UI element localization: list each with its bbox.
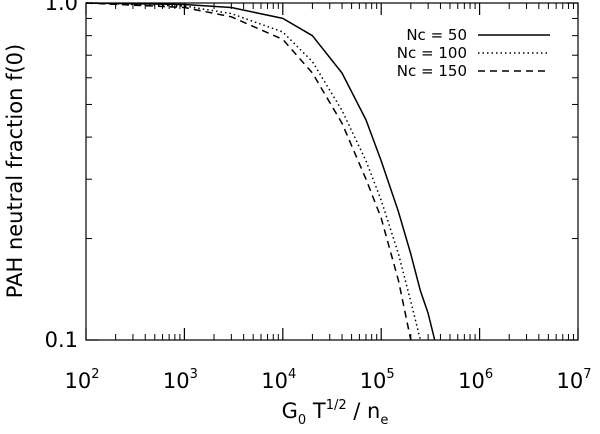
y-tick-label: 1.0 xyxy=(45,0,78,15)
legend-label: Nc = 150 xyxy=(397,62,467,80)
plot-frame xyxy=(85,2,579,341)
series-line xyxy=(85,2,422,341)
x-title-mid: T xyxy=(306,399,326,423)
x-tick-label: 103 xyxy=(163,367,198,393)
legend-label: Nc = 100 xyxy=(397,44,467,62)
x-title-base: G xyxy=(282,399,298,423)
x-tick-label: 107 xyxy=(556,367,591,393)
x-tick-label: 104 xyxy=(261,367,296,393)
x-tick-label: 106 xyxy=(458,367,493,393)
x-title-sub1: 0 xyxy=(298,413,306,428)
series-line xyxy=(85,2,412,341)
x-axis-title: G0 T1/2 / ne xyxy=(282,398,389,428)
y-axis-title: PAH neutral fraction f(0) xyxy=(3,44,27,298)
x-title-tail: / n xyxy=(347,399,381,423)
series-group xyxy=(85,2,436,341)
x-tick-label: 105 xyxy=(360,367,395,393)
legend-label: Nc = 50 xyxy=(406,26,467,44)
x-tick-label: 102 xyxy=(64,367,99,393)
x-ticks: 102 103 104 105 106 107 xyxy=(64,3,592,393)
x-title-sup: 1/2 xyxy=(326,398,347,413)
series-line xyxy=(85,2,436,341)
x-title-sub2: e xyxy=(380,413,388,428)
y-ticks: 0.1 1.0 xyxy=(45,0,578,352)
y-tick-label: 0.1 xyxy=(45,328,78,352)
y-minor-ticks xyxy=(86,17,578,240)
